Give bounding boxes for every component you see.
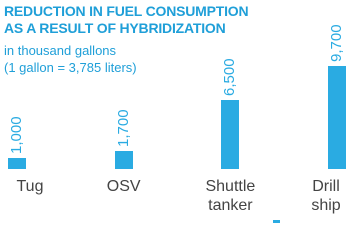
bar [8, 158, 26, 169]
chart-title: AS A RESULT OF HYBRIDIZATION [4, 20, 226, 36]
bar [328, 66, 347, 169]
decoration [273, 220, 280, 223]
x-tick-label: Shuttle tanker [205, 178, 256, 214]
value-label: 1,000 [8, 116, 25, 155]
bar [114, 150, 133, 169]
x-tick-label: Drill ship [311, 178, 341, 214]
value-label: 9,700 [328, 24, 346, 62]
chart-subtitle: (1 gallon = 3,785 liters) [4, 60, 137, 75]
chart-subtitle: in thousand gallons [4, 43, 117, 58]
value-label: 1,700 [114, 109, 132, 147]
chart-title: REDUCTION IN FUEL CONSUMPTION [4, 3, 249, 19]
x-tick-label: OSV [106, 178, 141, 195]
page: REDUCTION IN FUEL CONSUMPTION AS A RESUL… [4, 3, 347, 223]
x-tick-label: Tug [16, 178, 44, 195]
value-label: 6,500 [221, 58, 239, 96]
bar [221, 99, 240, 169]
